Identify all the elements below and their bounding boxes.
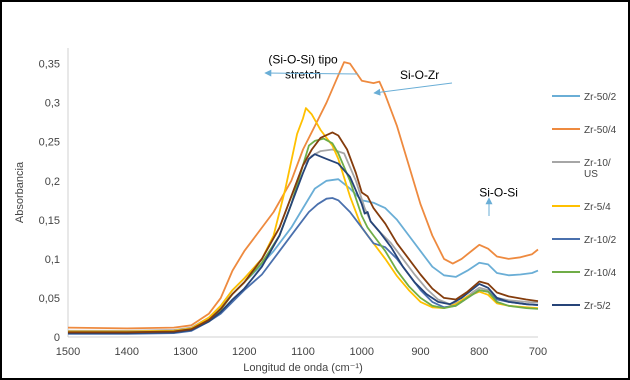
annotation-arrow — [264, 69, 359, 77]
annotation-label: Si-O-Zr — [400, 68, 439, 82]
x-tick-label: 1100 — [291, 346, 315, 358]
x-tick-label: 1500 — [56, 346, 80, 358]
x-axis-title: Longitud de onda (cm⁻¹) — [243, 362, 363, 374]
x-tick-label: 800 — [470, 346, 488, 358]
y-tick-label: 0,1 — [45, 254, 60, 266]
y-tick-label: 0,15 — [39, 215, 60, 227]
legend-entry-label: Zr-10/4 — [584, 268, 617, 279]
y-tick-label: 0,2 — [45, 176, 60, 188]
x-tick-label: 1300 — [173, 346, 197, 358]
annotations: (Si-O-Si) tipo stretch Si-O-Zr Si-O-Si — [264, 53, 518, 216]
series-line-8 — [68, 131, 539, 334]
legend-entry-label: Zr-10/US — [584, 158, 611, 180]
legend-entry-label: Zr-5/4 — [584, 202, 611, 213]
x-tick-label: 1000 — [350, 346, 374, 358]
y-tick-label: 0,35 — [39, 59, 60, 71]
x-tick-label: 1400 — [115, 346, 139, 358]
y-tick-label: 0 — [54, 332, 60, 344]
axes: 1500 1400 1300 1200 1100 1000 900 800 700 0 0,05 0,… — [14, 48, 547, 374]
legend-entry-label: Zr-50/4 — [584, 125, 617, 136]
y-tick-label: 0,05 — [39, 293, 60, 305]
annotation-label: (Si-O-Si) tipo stretch — [268, 53, 338, 82]
legend-entry-label: Zr-50/2 — [584, 92, 617, 103]
series-line-2 — [67, 61, 539, 330]
x-tick-label: 1200 — [232, 346, 256, 358]
legend-entry-label: Zr-10/2 — [584, 235, 617, 246]
series-line-7 — [68, 153, 539, 334]
y-tick-label: 0,3 — [45, 98, 60, 110]
legend: Zr-50/2 Zr-50/4 Zr-10/US Zr-5/4 Zr-10/2 Zr-10… — [552, 92, 617, 312]
y-axis-title: Absorbancia — [14, 161, 26, 223]
series-layer — [67, 61, 539, 335]
series-line-3 — [68, 148, 539, 332]
series-line-5 — [68, 197, 539, 335]
annotation-label: Si-O-Si — [479, 185, 518, 199]
x-tick-label: 900 — [411, 346, 429, 358]
x-tick-label: 700 — [529, 346, 547, 358]
annotation-arrow — [373, 82, 453, 96]
series-line-1 — [67, 178, 539, 334]
legend-entry-label: Zr-5/2 — [584, 301, 611, 312]
y-tick-label: 0,25 — [39, 137, 60, 149]
